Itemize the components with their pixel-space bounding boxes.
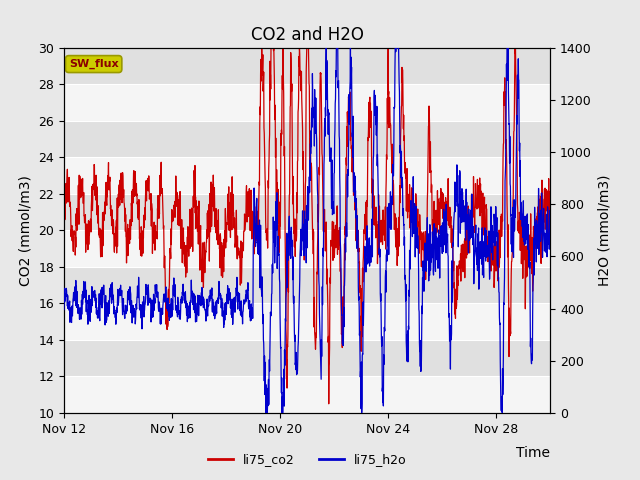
Bar: [64, 376, 550, 413]
Bar: [64, 121, 550, 157]
Y-axis label: H2O (mmol/m3): H2O (mmol/m3): [598, 175, 612, 286]
Bar: [64, 303, 550, 340]
Bar: [64, 230, 550, 267]
Bar: [64, 84, 550, 121]
Text: SW_flux: SW_flux: [69, 59, 118, 69]
Bar: [64, 48, 550, 84]
Legend: li75_co2, li75_h2o: li75_co2, li75_h2o: [202, 448, 412, 471]
Bar: [64, 157, 550, 194]
Bar: [64, 340, 550, 376]
Text: Time: Time: [516, 445, 550, 460]
Y-axis label: CO2 (mmol/m3): CO2 (mmol/m3): [19, 175, 33, 286]
Bar: [64, 267, 550, 303]
Title: CO2 and H2O: CO2 and H2O: [251, 25, 364, 44]
Bar: [64, 194, 550, 230]
